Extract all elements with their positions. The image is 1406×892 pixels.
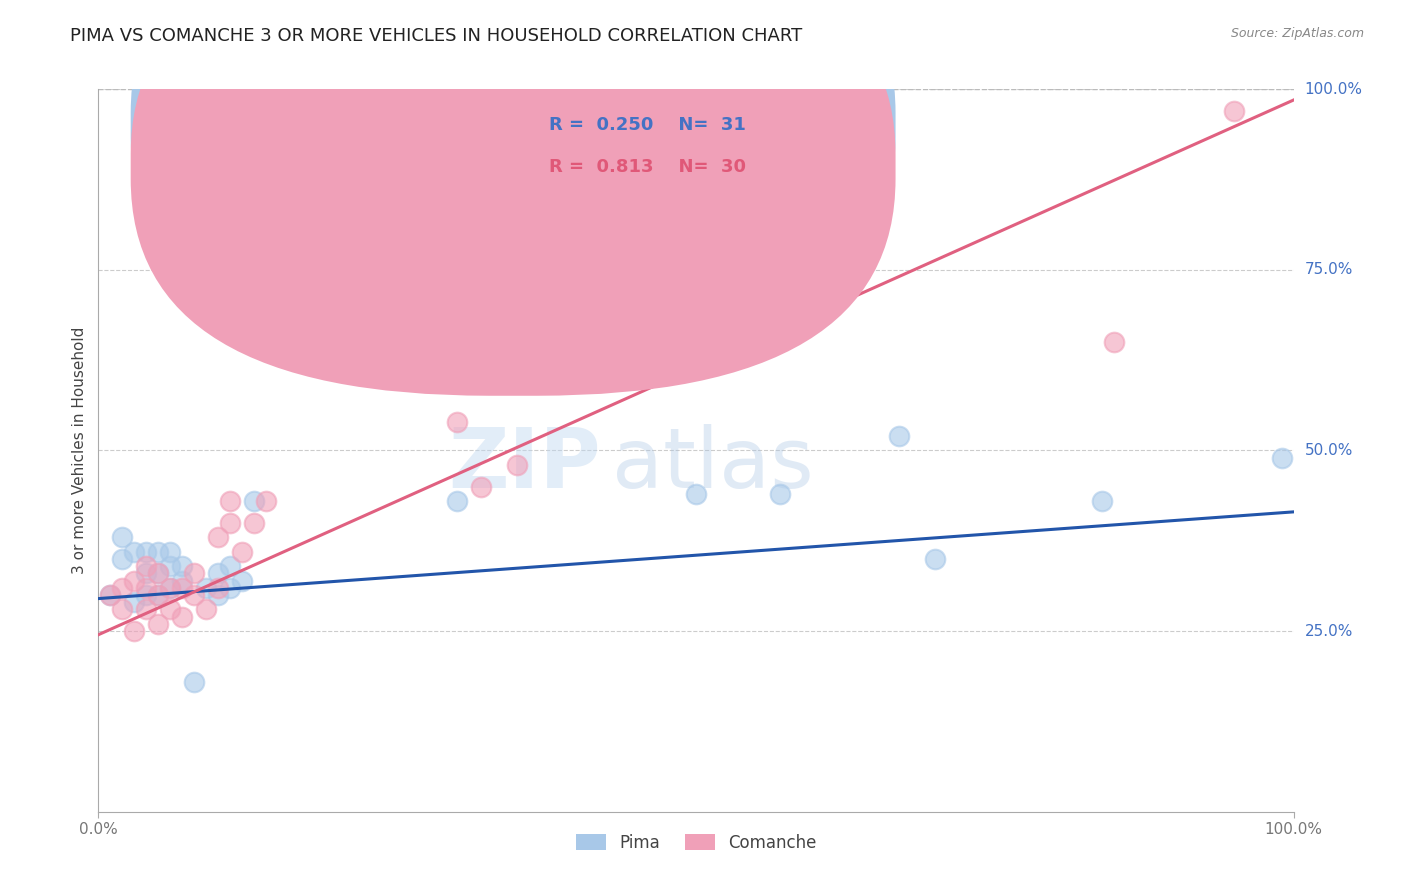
- Point: [219, 581, 242, 595]
- Point: [231, 574, 253, 588]
- Point: [148, 588, 170, 602]
- Point: [159, 581, 181, 595]
- Point: [111, 602, 134, 616]
- Point: [172, 559, 194, 574]
- Point: [1271, 450, 1294, 465]
- Point: [135, 544, 157, 558]
- Point: [111, 581, 134, 595]
- Text: atlas: atlas: [613, 425, 814, 506]
- Text: 100.0%: 100.0%: [1305, 82, 1362, 96]
- Point: [111, 551, 134, 566]
- Point: [207, 566, 229, 581]
- Point: [135, 559, 157, 574]
- Point: [183, 566, 205, 581]
- Point: [124, 544, 146, 558]
- Point: [135, 566, 157, 581]
- Point: [219, 516, 242, 530]
- Point: [135, 588, 157, 602]
- Point: [1091, 494, 1114, 508]
- Text: 75.0%: 75.0%: [1305, 262, 1353, 277]
- Text: PIMA VS COMANCHE 3 OR MORE VEHICLES IN HOUSEHOLD CORRELATION CHART: PIMA VS COMANCHE 3 OR MORE VEHICLES IN H…: [70, 27, 803, 45]
- Point: [470, 480, 492, 494]
- Point: [148, 566, 170, 581]
- Point: [1223, 103, 1246, 118]
- Point: [159, 602, 181, 616]
- Legend: Pima, Comanche: Pima, Comanche: [569, 828, 823, 859]
- FancyBboxPatch shape: [463, 103, 804, 202]
- Text: 50.0%: 50.0%: [1305, 443, 1353, 458]
- Point: [172, 581, 194, 595]
- Point: [219, 494, 242, 508]
- Point: [685, 487, 707, 501]
- Point: [148, 566, 170, 581]
- Point: [231, 544, 253, 558]
- Point: [446, 494, 468, 508]
- Point: [506, 458, 529, 472]
- Point: [124, 624, 146, 639]
- Point: [207, 581, 229, 595]
- Point: [195, 602, 218, 616]
- Point: [183, 674, 205, 689]
- Point: [98, 588, 122, 602]
- Point: [124, 595, 146, 609]
- Point: [124, 574, 146, 588]
- Text: R =  0.250    N=  31: R = 0.250 N= 31: [548, 116, 745, 134]
- Text: ZIP: ZIP: [449, 425, 600, 506]
- Point: [148, 544, 170, 558]
- Text: R =  0.813    N=  30: R = 0.813 N= 30: [548, 158, 747, 176]
- Point: [183, 588, 205, 602]
- Point: [148, 588, 170, 602]
- Point: [243, 516, 266, 530]
- Point: [243, 494, 266, 508]
- Point: [98, 588, 122, 602]
- FancyBboxPatch shape: [131, 0, 896, 396]
- Point: [135, 581, 157, 595]
- Point: [172, 609, 194, 624]
- Point: [172, 574, 194, 588]
- Text: 25.0%: 25.0%: [1305, 624, 1353, 639]
- Point: [446, 415, 468, 429]
- Point: [148, 616, 170, 631]
- Point: [159, 581, 181, 595]
- Point: [254, 494, 277, 508]
- Point: [135, 602, 157, 616]
- Point: [195, 581, 218, 595]
- Point: [924, 551, 946, 566]
- Text: Source: ZipAtlas.com: Source: ZipAtlas.com: [1230, 27, 1364, 40]
- Point: [207, 530, 229, 544]
- Point: [207, 588, 229, 602]
- Y-axis label: 3 or more Vehicles in Household: 3 or more Vehicles in Household: [72, 326, 87, 574]
- FancyBboxPatch shape: [131, 0, 896, 354]
- Point: [111, 530, 134, 544]
- Point: [768, 487, 790, 501]
- Point: [889, 429, 911, 443]
- Point: [159, 559, 181, 574]
- Point: [1104, 334, 1126, 349]
- Point: [219, 559, 242, 574]
- Point: [159, 544, 181, 558]
